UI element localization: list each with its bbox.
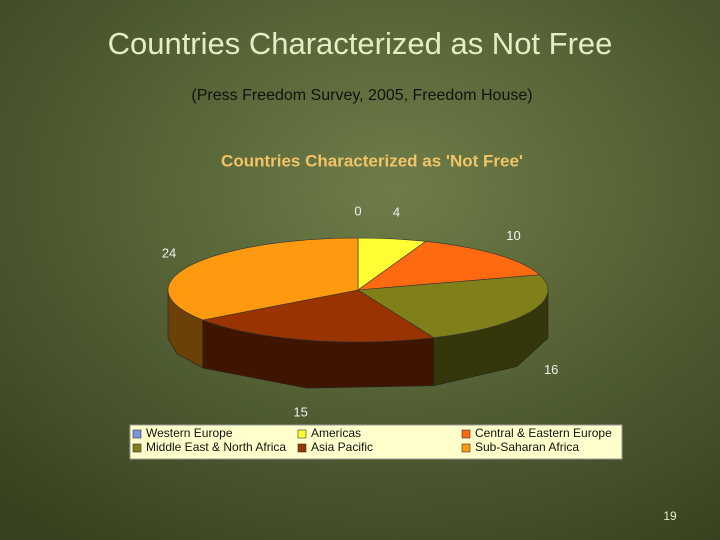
legend-swatch bbox=[461, 443, 471, 453]
chart-title: Countries Characterized as 'Not Free' bbox=[221, 151, 523, 170]
legend-swatch bbox=[297, 443, 307, 453]
pie-slice bbox=[201, 289, 435, 343]
legend-label: Western Europe bbox=[146, 426, 233, 440]
legend-box bbox=[129, 424, 623, 460]
legend-swatch bbox=[132, 443, 142, 453]
slide-title: Countries Characterized as Not Free bbox=[108, 26, 613, 61]
legend-label: Americas bbox=[311, 426, 361, 440]
value-label: 10 bbox=[506, 228, 520, 243]
value-label: 15 bbox=[293, 405, 307, 420]
pie-slice bbox=[357, 237, 427, 291]
pie-slice bbox=[357, 274, 549, 339]
value-label: 16 bbox=[544, 362, 558, 377]
legend-label: Asia Pacific bbox=[311, 440, 373, 454]
legend-swatch bbox=[297, 429, 307, 439]
legend-label: Sub-Saharan Africa bbox=[475, 440, 579, 454]
legend-label: Central & Eastern Europe bbox=[475, 426, 612, 440]
legend-swatch bbox=[461, 429, 471, 439]
slide-subtitle: (Press Freedom Survey, 2005, Freedom Hou… bbox=[191, 87, 532, 104]
legend-label: Middle East & North Africa bbox=[146, 440, 286, 454]
value-label: 4 bbox=[393, 205, 400, 220]
page-number: 19 bbox=[663, 509, 677, 523]
pie-slice bbox=[167, 237, 359, 321]
value-label: 0 bbox=[354, 203, 361, 218]
pie-slice bbox=[356, 241, 541, 291]
value-label: 24 bbox=[162, 246, 176, 261]
legend-swatch bbox=[132, 429, 142, 439]
